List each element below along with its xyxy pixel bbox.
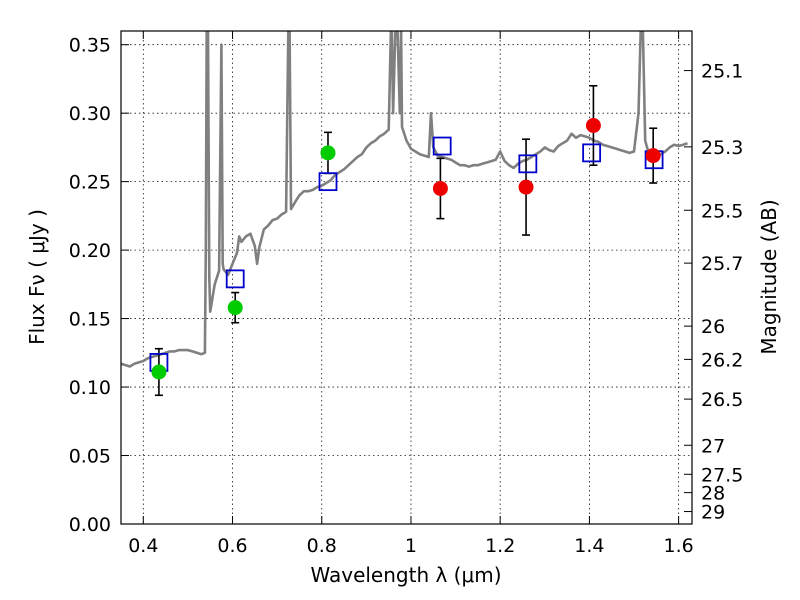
- axis-ticks: 0.4 0.6 0.8 1 1.2 1.4 1.6 0.00 0.05 0.10 0.15 0.20 0…: [69, 31, 743, 557]
- x-tick-label: 1.6: [664, 535, 694, 557]
- observed-flux-point: [585, 117, 601, 133]
- mag-tick-label: 26: [701, 316, 725, 338]
- model-photometry-point: [318, 172, 338, 192]
- mag-tick-label: 26.5: [701, 389, 743, 411]
- observed-flux-point: [645, 148, 661, 164]
- model-spectrum: [121, 31, 688, 368]
- plot-frame: [120, 30, 693, 525]
- y-tick-label: 0.20: [69, 240, 111, 262]
- y-tick-label: 0.30: [69, 103, 111, 125]
- y-tick-label: 0.25: [69, 172, 111, 194]
- mag-tick-label: 27.5: [701, 464, 743, 486]
- x-tick-label: 0.6: [217, 535, 247, 557]
- model-spectrum-line: [121, 31, 688, 368]
- mag-tick-label: 25.3: [701, 137, 743, 159]
- mag-tick-label: 27: [701, 435, 725, 457]
- y-axis-title-right: Magnitude (AB): [757, 199, 781, 354]
- observed-flux-point: [320, 145, 336, 161]
- model-photometry-point: [432, 136, 452, 156]
- x-axis-title: Wavelength λ (μm): [310, 563, 501, 587]
- y-tick-label: 0.00: [69, 514, 111, 536]
- model-photometry-point: [582, 143, 602, 163]
- grid-lines: [121, 31, 692, 525]
- x-tick-label: 0.4: [128, 535, 158, 557]
- y-tick-label: 0.10: [69, 377, 111, 399]
- observed-flux-point: [151, 364, 167, 380]
- observed-flux-point: [227, 300, 243, 316]
- observed-flux-point: [432, 180, 448, 196]
- mag-tick-label: 25.7: [701, 253, 743, 275]
- model-photometry-point: [518, 154, 538, 174]
- x-tick-label: 1.4: [574, 535, 604, 557]
- mag-tick-label: 26.2: [701, 349, 743, 371]
- y-tick-label: 0.15: [69, 309, 111, 331]
- mag-tick-label: 25.5: [701, 200, 743, 222]
- mag-tick-label: 25.1: [701, 61, 743, 83]
- model-photometry-point: [225, 269, 245, 289]
- y-tick-label: 0.35: [69, 35, 111, 57]
- mag-tick-label: 28: [701, 483, 725, 505]
- y-axis-title-left: Flux Fν ( μJy ): [25, 209, 49, 345]
- y-tick-label: 0.05: [69, 446, 111, 468]
- data-markers: [149, 117, 664, 380]
- observed-flux-point: [518, 179, 534, 195]
- x-tick-label: 1: [405, 535, 417, 557]
- x-tick-label: 1.2: [485, 535, 515, 557]
- mag-tick-label: 29: [701, 502, 725, 524]
- x-tick-label: 0.8: [307, 535, 337, 557]
